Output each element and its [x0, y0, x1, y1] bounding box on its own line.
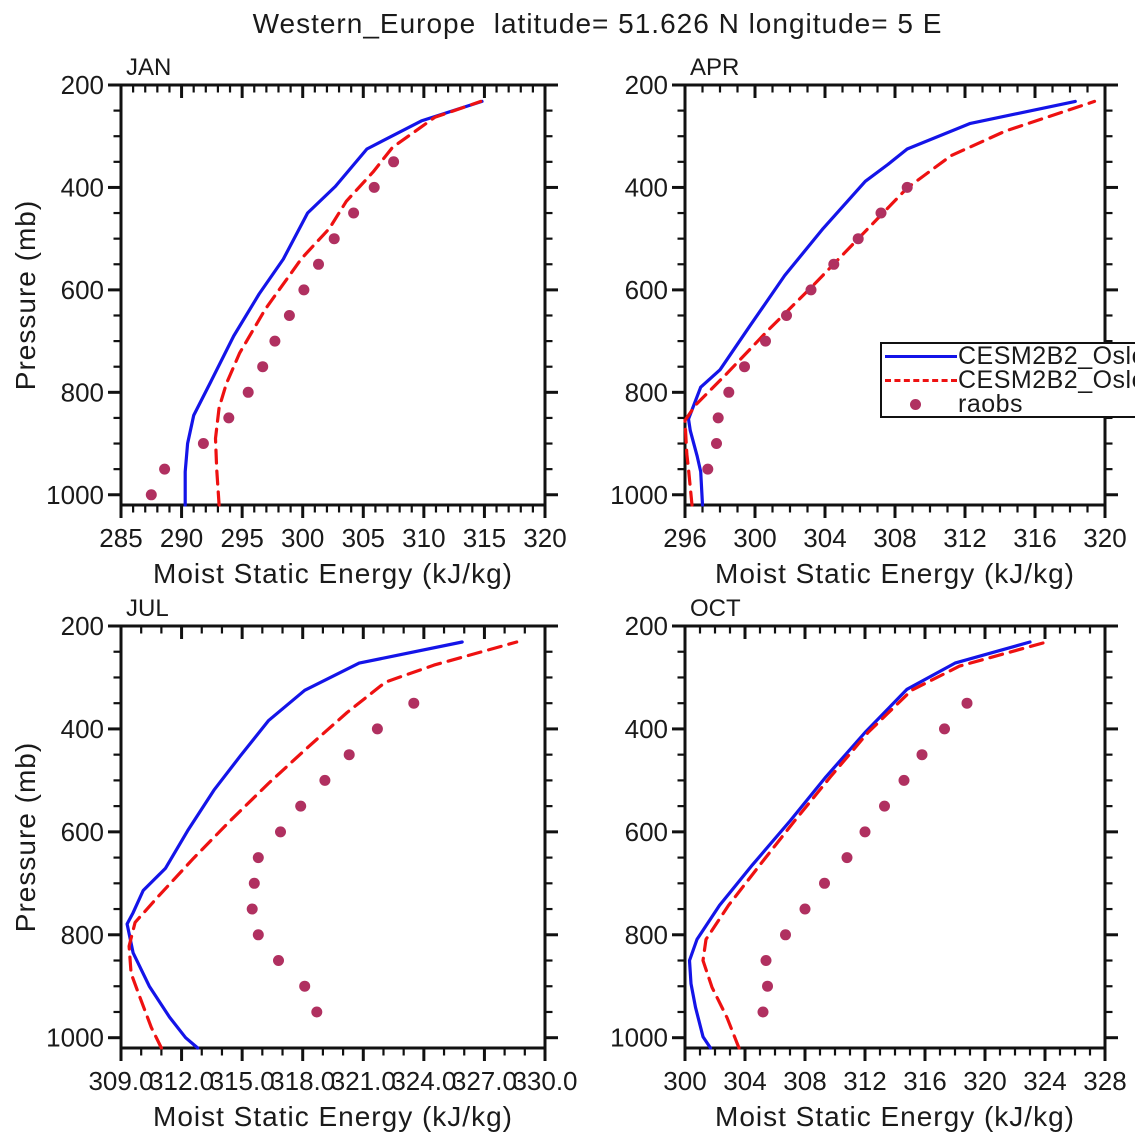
- svg-text:312: 312: [943, 523, 986, 553]
- series-cesm2b2-oslo-dashed: [127, 640, 519, 1050]
- y-axis-label: Pressure (mb): [10, 200, 41, 390]
- svg-text:308: 308: [783, 1066, 826, 1096]
- legend-item-raobs: raobs: [882, 389, 1135, 418]
- svg-text:600: 600: [61, 275, 104, 305]
- svg-text:1000: 1000: [610, 480, 668, 510]
- legend-sample: [882, 398, 958, 410]
- panel-month-label: JUL: [126, 595, 169, 622]
- dot-marker-sample-icon: [910, 398, 921, 410]
- svg-text:320: 320: [1083, 523, 1126, 553]
- svg-text:200: 200: [61, 70, 104, 100]
- svg-text:600: 600: [61, 817, 104, 847]
- svg-text:800: 800: [625, 377, 668, 407]
- legend: CESM2B2_Oslo_ CESM2B2_Oslo_ raobs: [880, 342, 1135, 418]
- series-raobs: [145, 156, 400, 501]
- legend-item-model-dashed: CESM2B2_Oslo_: [882, 365, 1135, 394]
- svg-text:320: 320: [963, 1066, 1006, 1096]
- series-cesm2b2-oslo-solid: [125, 640, 464, 1050]
- svg-text:324.0: 324.0: [391, 1066, 456, 1096]
- legend-sample: [882, 354, 958, 358]
- svg-text:200: 200: [625, 70, 668, 100]
- svg-text:300: 300: [663, 1066, 706, 1096]
- chart-jul: 309.0312.0315.0318.0321.0324.0327.0330.0…: [10, 595, 578, 1132]
- x-axis-label: Moist Static Energy (kJ/kg): [715, 1101, 1075, 1132]
- svg-text:315: 315: [463, 523, 506, 553]
- svg-text:315.0: 315.0: [210, 1066, 275, 1096]
- svg-text:316: 316: [1013, 523, 1056, 553]
- svg-text:308: 308: [873, 523, 916, 553]
- svg-text:600: 600: [625, 275, 668, 305]
- svg-text:600: 600: [625, 817, 668, 847]
- svg-text:1000: 1000: [46, 1023, 104, 1053]
- svg-text:321.0: 321.0: [331, 1066, 396, 1096]
- series-cesm2b2-oslo-solid: [686, 99, 1077, 507]
- panel-month-label: OCT: [690, 595, 741, 622]
- svg-text:324: 324: [1023, 1066, 1066, 1096]
- svg-text:800: 800: [625, 920, 668, 950]
- svg-text:800: 800: [61, 920, 104, 950]
- svg-text:400: 400: [61, 714, 104, 744]
- svg-text:400: 400: [61, 172, 104, 202]
- svg-text:295: 295: [220, 523, 263, 553]
- series-raobs: [246, 697, 420, 1018]
- svg-text:304: 304: [723, 1066, 766, 1096]
- dashed-line-sample-icon: [885, 378, 957, 382]
- svg-text:285: 285: [99, 523, 142, 553]
- svg-text:310: 310: [402, 523, 445, 553]
- x-axis-label: Moist Static Energy (kJ/kg): [715, 558, 1075, 589]
- svg-text:296: 296: [663, 523, 706, 553]
- legend-sample: [882, 378, 958, 382]
- legend-label: CESM2B2_Oslo_: [958, 365, 1135, 394]
- svg-text:800: 800: [61, 377, 104, 407]
- series-raobs: [702, 181, 913, 475]
- solid-line-sample-icon: [885, 354, 957, 358]
- svg-text:328: 328: [1083, 1066, 1126, 1096]
- svg-text:316: 316: [903, 1066, 946, 1096]
- figure-title: Western_Europe latitude= 51.626 N longit…: [252, 8, 943, 39]
- legend-label: CESM2B2_Oslo_: [958, 341, 1135, 370]
- svg-text:300: 300: [281, 523, 324, 553]
- svg-text:200: 200: [61, 611, 104, 641]
- y-axis-label: Pressure (mb): [10, 742, 41, 932]
- x-axis-label: Moist Static Energy (kJ/kg): [153, 1101, 513, 1132]
- svg-text:300: 300: [733, 523, 776, 553]
- svg-text:1000: 1000: [610, 1023, 668, 1053]
- svg-text:290: 290: [160, 523, 203, 553]
- panel-month-label: JAN: [126, 54, 171, 81]
- series-cesm2b2-oslo-solid: [687, 640, 1032, 1050]
- series-cesm2b2-oslo-dashed: [213, 99, 483, 507]
- svg-text:1000: 1000: [46, 480, 104, 510]
- svg-text:200: 200: [625, 611, 668, 641]
- series-raobs: [757, 697, 973, 1018]
- series-cesm2b2-oslo-dashed: [683, 99, 1097, 507]
- x-axis-label: Moist Static Energy (kJ/kg): [153, 558, 513, 589]
- svg-text:330.0: 330.0: [512, 1066, 577, 1096]
- svg-text:305: 305: [342, 523, 385, 553]
- chart-jan: 285 290 295 300 305 310 315 320 200 400 600 800 1000…: [10, 54, 567, 589]
- panel-month-label: APR: [690, 54, 739, 81]
- svg-text:318.0: 318.0: [270, 1066, 335, 1096]
- svg-text:309.0: 309.0: [88, 1066, 153, 1096]
- svg-text:400: 400: [625, 172, 668, 202]
- svg-text:312: 312: [843, 1066, 886, 1096]
- series-cesm2b2-oslo-dashed: [701, 640, 1049, 1050]
- svg-text:320: 320: [523, 523, 566, 553]
- series-cesm2b2-oslo-solid: [183, 99, 484, 507]
- chart-apr: 296 300 304 308 312 316 320 200 400 600 800 1000 APR…: [610, 54, 1127, 589]
- svg-text:327.0: 327.0: [452, 1066, 517, 1096]
- legend-item-model-solid: CESM2B2_Oslo_: [882, 341, 1135, 370]
- svg-text:304: 304: [803, 523, 846, 553]
- chart-oct: 300 304 308 312 316 320 324 328 200 400 600 800 1000…: [610, 595, 1127, 1132]
- svg-text:312.0: 312.0: [149, 1066, 214, 1096]
- svg-text:400: 400: [625, 714, 668, 744]
- legend-label: raobs: [958, 389, 1024, 418]
